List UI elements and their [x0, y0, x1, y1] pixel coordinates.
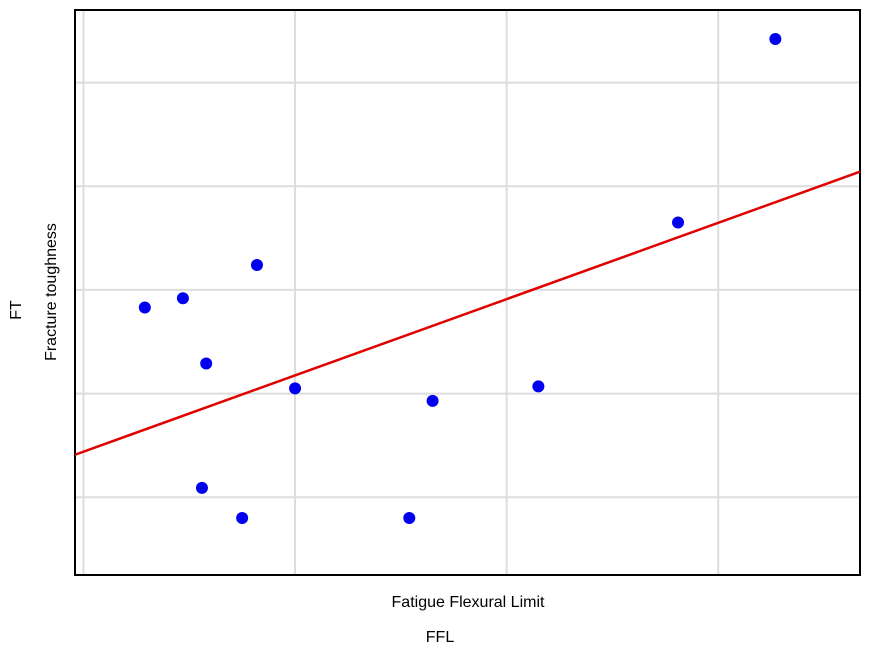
scatter-point [289, 382, 302, 395]
scatter-point [426, 394, 439, 407]
scatter-point [672, 216, 685, 229]
scatter-point [250, 259, 263, 272]
trend-line [74, 170, 861, 456]
x-axis-label: Fatigue Flexural Limit [392, 594, 546, 611]
plot-frame [74, 9, 861, 576]
y-axis-label: FT [8, 300, 25, 320]
scatter-point [236, 511, 249, 524]
scatter-point [195, 481, 208, 494]
scatter-point [403, 511, 416, 524]
y-axis-label: Fracture toughness [43, 223, 60, 361]
scatter-point [176, 292, 189, 305]
scatter-point [532, 380, 545, 393]
x-axis-label: FFL [426, 629, 455, 646]
scatter-point [138, 301, 151, 314]
scatter-point [769, 33, 782, 46]
scatter-point [200, 357, 213, 370]
